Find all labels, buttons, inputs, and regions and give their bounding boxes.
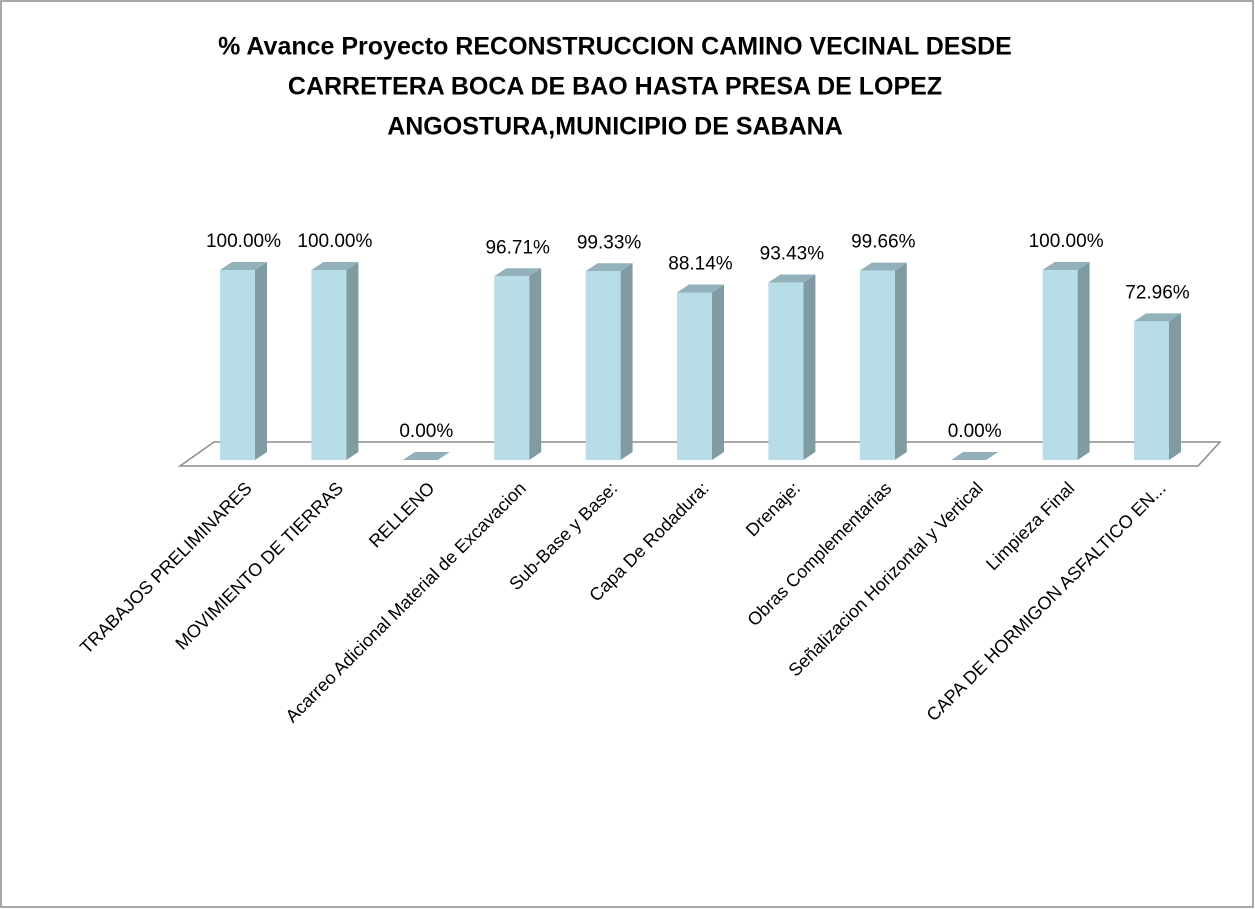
chart-title: ANGOSTURA,MUNICIPIO DE SABANA <box>387 113 843 141</box>
bar-side <box>346 262 359 460</box>
bar-side <box>255 262 267 460</box>
bar <box>768 282 804 460</box>
chart-title: CARRETERA BOCA DE BAO HASTA PRESA DE LOP… <box>288 73 942 101</box>
chart-title: % Avance Proyecto RECONSTRUCCION CAMINO … <box>218 33 1012 61</box>
data-label: 100.00% <box>1029 231 1104 252</box>
data-label: 99.66% <box>851 232 916 253</box>
data-label: 100.00% <box>206 231 281 252</box>
bar-top <box>494 268 542 277</box>
data-label: 0.00% <box>399 421 453 442</box>
bar-top <box>1134 313 1181 322</box>
bar <box>677 292 712 460</box>
bar-top <box>677 284 724 293</box>
bar <box>311 270 347 460</box>
bar-side <box>712 284 724 460</box>
bar-side <box>803 274 816 460</box>
data-label: 0.00% <box>948 421 1002 442</box>
data-label: 93.43% <box>760 243 825 264</box>
bar-top <box>311 262 359 270</box>
bar-side <box>894 262 907 460</box>
data-label: 96.71% <box>485 237 550 258</box>
bar <box>494 276 530 460</box>
bar-top <box>402 452 450 460</box>
data-label: 88.14% <box>668 254 733 275</box>
bar-side <box>620 263 633 460</box>
bar <box>1042 270 1078 460</box>
bar-side <box>1077 262 1090 460</box>
bar <box>1134 321 1169 460</box>
data-label: 72.96% <box>1125 282 1190 303</box>
bar-top <box>859 262 907 271</box>
bar-top <box>768 274 816 283</box>
data-label: 100.00% <box>297 231 372 252</box>
bar <box>859 270 895 460</box>
bar <box>585 271 621 460</box>
bar <box>220 270 255 460</box>
data-label: 99.33% <box>577 232 642 253</box>
bar-top <box>585 263 633 272</box>
bar-top <box>220 262 267 270</box>
bar-top <box>951 452 999 460</box>
bar-side <box>1169 313 1181 460</box>
bar-side <box>529 268 542 460</box>
bar-top <box>1042 262 1090 270</box>
